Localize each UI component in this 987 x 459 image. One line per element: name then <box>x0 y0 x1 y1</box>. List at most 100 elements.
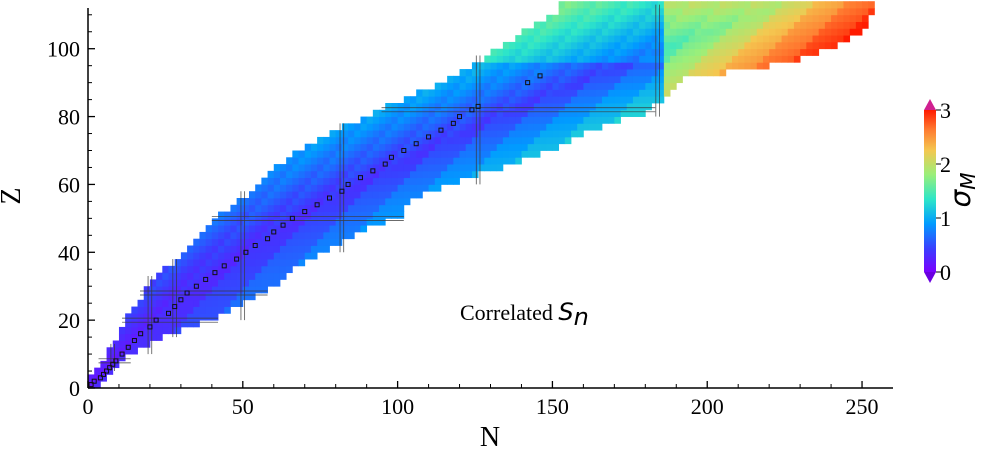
heat-cell <box>205 265 213 274</box>
heat-cell <box>125 320 132 328</box>
heat-cell <box>459 164 467 172</box>
heat-cell <box>323 211 330 219</box>
heat-cell <box>379 184 386 192</box>
heat-cell <box>372 204 380 212</box>
heat-cell <box>112 347 120 355</box>
heat-cell <box>484 75 491 84</box>
heat-cell <box>639 75 646 84</box>
heat-cell <box>849 28 857 36</box>
heat-cell <box>564 21 572 29</box>
heat-cell <box>639 1 646 9</box>
heat-cell <box>632 48 640 56</box>
heat-cell <box>310 211 318 219</box>
heat-cell <box>670 48 677 56</box>
heat-cell <box>434 123 442 131</box>
heat-cell <box>187 299 194 307</box>
heat-cell <box>453 82 460 90</box>
heat-cell <box>564 109 572 117</box>
heat-cell <box>310 218 318 226</box>
heat-cell <box>868 8 875 16</box>
heat-cell <box>292 259 299 267</box>
heat-cell <box>583 109 590 117</box>
colorbar-extend-bottom <box>924 272 936 283</box>
heat-cell <box>484 109 491 117</box>
heat-cell <box>440 136 448 145</box>
heat-cell <box>286 191 293 199</box>
heat-cell <box>719 41 727 50</box>
heat-cell <box>403 164 411 172</box>
heat-cell <box>230 299 238 307</box>
heat-cell <box>335 164 343 172</box>
heat-cell <box>249 272 256 280</box>
heat-cell <box>416 123 423 131</box>
heat-cell <box>552 28 560 36</box>
heat-cell <box>230 204 238 212</box>
heat-cell <box>558 69 566 77</box>
heat-cell <box>509 103 516 111</box>
heat-cell <box>490 150 498 158</box>
heat-cell <box>335 177 343 185</box>
heat-cell <box>273 184 281 192</box>
heat-cell <box>626 8 634 16</box>
heat-cell <box>639 69 646 77</box>
heat-cell <box>571 96 578 104</box>
heat-cell <box>360 191 368 199</box>
heat-cell <box>218 259 225 267</box>
heat-cell <box>818 8 826 16</box>
heat-cell <box>224 279 231 287</box>
heat-cell <box>663 41 671 50</box>
heat-cell <box>614 75 621 84</box>
heat-cell <box>279 184 287 192</box>
heat-cell <box>149 299 157 307</box>
heat-cell <box>292 231 299 240</box>
heat-cell <box>341 130 349 138</box>
heat-cell <box>620 62 628 70</box>
heat-cell <box>663 8 671 16</box>
heat-cell <box>595 123 603 131</box>
heat-cell <box>546 116 553 124</box>
stable-nucleus-marker <box>104 368 110 374</box>
heat-cell <box>193 272 200 280</box>
heat-cell <box>180 299 188 307</box>
heat-cell <box>762 1 770 9</box>
colorbar-title-subscript: M <box>956 172 980 189</box>
heat-cell <box>849 14 857 22</box>
heat-cell <box>663 82 671 90</box>
heat-cell <box>552 130 560 138</box>
heat-cell <box>632 35 640 43</box>
heat-cell <box>230 279 238 287</box>
heat-cell <box>273 218 281 226</box>
heat-cell <box>484 123 491 131</box>
heat-cell <box>317 164 324 172</box>
heat-cell <box>719 28 727 36</box>
heat-cell <box>595 103 603 111</box>
heat-cell <box>323 170 330 179</box>
heat-cell <box>682 21 690 29</box>
heat-cell <box>521 55 529 63</box>
heat-cell <box>478 116 485 124</box>
stable-nucleus-marker <box>107 365 113 371</box>
heat-cell <box>341 123 349 131</box>
heat-cell <box>546 136 553 145</box>
heat-cell <box>348 136 355 145</box>
heat-cell <box>509 143 516 151</box>
heat-cell <box>540 82 547 90</box>
heat-cell <box>651 14 659 22</box>
heat-cell <box>837 1 844 9</box>
heat-cell <box>317 218 324 226</box>
heat-cell <box>521 136 529 145</box>
heat-cell <box>416 130 423 138</box>
heat-cell <box>304 198 312 206</box>
heat-cell <box>354 170 361 179</box>
heat-cell <box>571 109 578 117</box>
heat-cell <box>323 157 330 165</box>
heat-cell <box>701 41 708 50</box>
heat-cell <box>218 299 225 307</box>
heat-cell <box>707 8 714 16</box>
heat-cell <box>391 143 399 151</box>
heat-cell <box>583 35 590 43</box>
heat-cell <box>273 245 281 253</box>
heat-cell <box>478 69 485 77</box>
heat-cell <box>793 1 801 9</box>
